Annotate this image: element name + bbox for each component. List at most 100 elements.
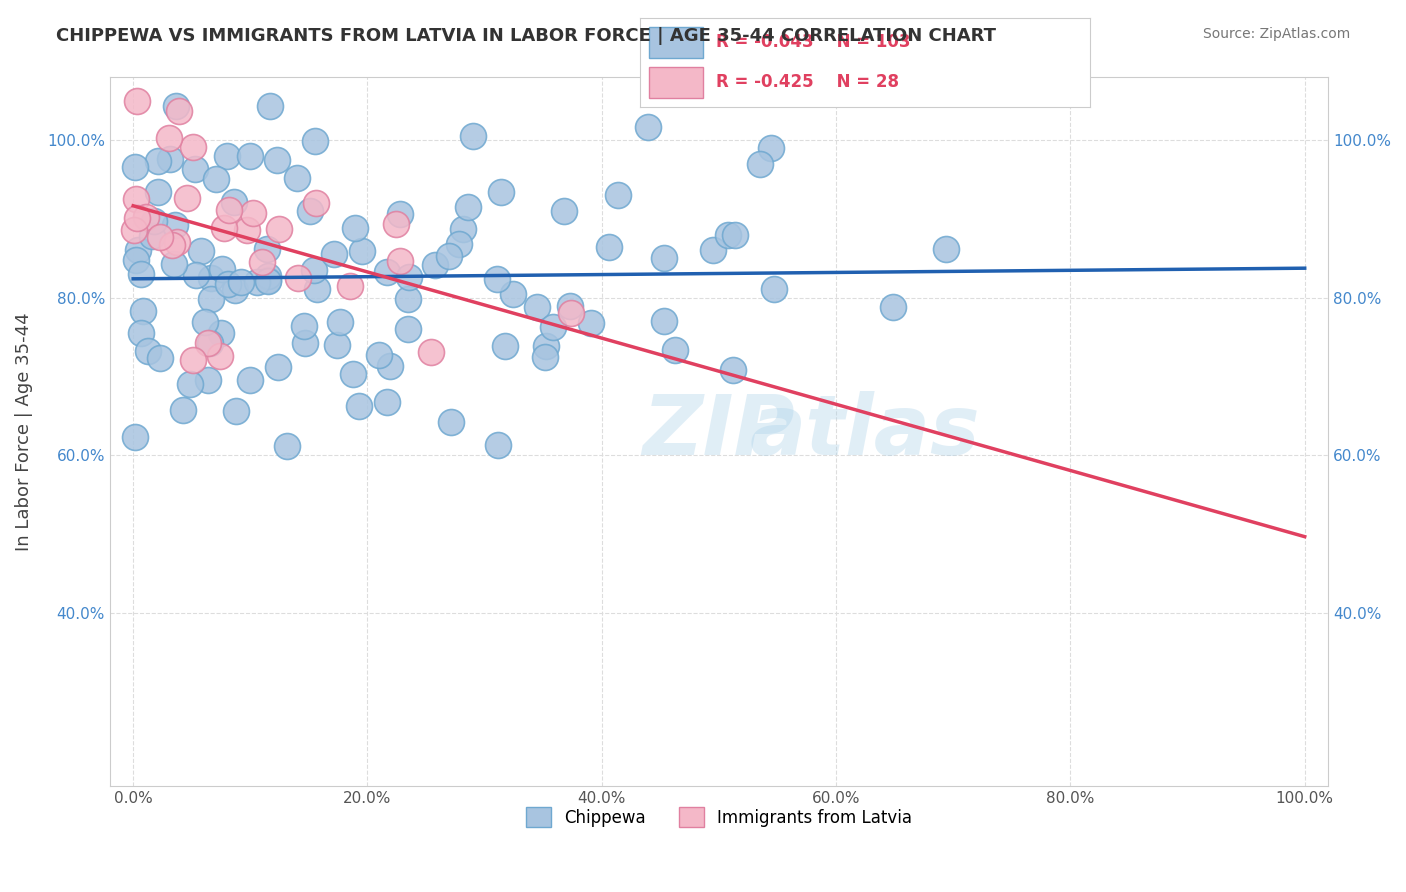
Point — [129, 326, 152, 341]
Point — [328, 314, 350, 328]
Point — [368, 348, 391, 362]
Point — [526, 300, 548, 314]
Point — [419, 344, 441, 359]
Point — [252, 255, 274, 269]
Point — [440, 415, 463, 429]
Text: CHIPPEWA VS IMMIGRANTS FROM LATVIA IN LABOR FORCE | AGE 35-44 CORRELATION CHART: CHIPPEWA VS IMMIGRANTS FROM LATVIA IN LA… — [56, 27, 997, 45]
Point — [652, 251, 675, 265]
Point — [204, 172, 226, 186]
Point — [190, 244, 212, 258]
Point — [224, 283, 246, 297]
Point — [122, 223, 145, 237]
Point — [579, 316, 602, 330]
Point — [763, 282, 786, 296]
Point — [186, 268, 208, 282]
Point — [183, 352, 205, 367]
Point — [256, 242, 278, 256]
Point — [378, 359, 401, 373]
Point — [165, 218, 187, 232]
Point — [239, 148, 262, 162]
Point — [138, 343, 160, 358]
Point — [217, 277, 239, 291]
Y-axis label: In Labor Force | Age 35-44: In Labor Force | Age 35-44 — [15, 312, 32, 551]
Point — [396, 292, 419, 306]
Point — [721, 363, 744, 377]
Point — [142, 214, 165, 228]
Point — [163, 256, 186, 270]
Point — [553, 204, 575, 219]
Point — [200, 335, 222, 350]
Point — [502, 286, 524, 301]
Point — [375, 265, 398, 279]
Point — [292, 319, 315, 334]
Point — [637, 120, 659, 134]
Point — [326, 338, 349, 352]
Point — [398, 269, 420, 284]
Point — [124, 160, 146, 174]
Point — [229, 275, 252, 289]
Point — [457, 201, 479, 215]
Point — [533, 350, 555, 364]
Point — [266, 359, 288, 374]
Point — [439, 249, 461, 263]
Point — [214, 221, 236, 235]
Point — [149, 229, 172, 244]
Point — [200, 271, 222, 285]
Point — [461, 129, 484, 144]
Point — [486, 438, 509, 452]
Point — [197, 373, 219, 387]
Point — [305, 196, 328, 211]
Point — [245, 275, 267, 289]
Point — [172, 403, 194, 417]
Point — [176, 190, 198, 204]
Point — [598, 240, 620, 254]
Point — [179, 377, 201, 392]
Point — [215, 149, 238, 163]
Point — [141, 229, 163, 244]
Point — [449, 237, 471, 252]
Bar — [648, 67, 703, 98]
Text: Source: ZipAtlas.com: Source: ZipAtlas.com — [1202, 27, 1350, 41]
Point — [652, 314, 675, 328]
Point — [389, 254, 412, 268]
Point — [181, 140, 204, 154]
Text: R = -0.425    N = 28: R = -0.425 N = 28 — [716, 73, 900, 91]
Point — [166, 235, 188, 249]
Point — [239, 373, 262, 387]
Text: ZIP: ZIP — [643, 391, 796, 472]
Point — [541, 319, 564, 334]
Point — [882, 301, 904, 315]
Point — [200, 292, 222, 306]
Point — [534, 339, 557, 353]
Point — [389, 207, 412, 221]
Point — [307, 281, 329, 295]
Point — [127, 211, 149, 226]
Point — [256, 269, 278, 284]
Point — [285, 171, 308, 186]
Text: atlas: atlas — [749, 391, 980, 472]
Point — [375, 395, 398, 409]
Point — [294, 335, 316, 350]
Point — [124, 192, 146, 206]
Point — [225, 404, 247, 418]
Point — [489, 185, 512, 199]
Text: R = -0.043    N = 103: R = -0.043 N = 103 — [716, 33, 911, 51]
Point — [209, 326, 232, 341]
Point — [664, 343, 686, 358]
Point — [148, 351, 170, 366]
Point — [222, 195, 245, 210]
Point — [304, 134, 326, 148]
Point — [157, 131, 180, 145]
Point — [218, 203, 240, 218]
Point — [935, 242, 957, 256]
Point — [266, 153, 288, 168]
Point — [127, 94, 149, 108]
Point — [451, 222, 474, 236]
Point — [167, 103, 190, 118]
Point — [236, 223, 259, 237]
Point — [485, 272, 508, 286]
Point — [159, 152, 181, 166]
Point — [129, 267, 152, 281]
Legend: Chippewa, Immigrants from Latvia: Chippewa, Immigrants from Latvia — [519, 800, 920, 834]
Point — [135, 210, 157, 224]
